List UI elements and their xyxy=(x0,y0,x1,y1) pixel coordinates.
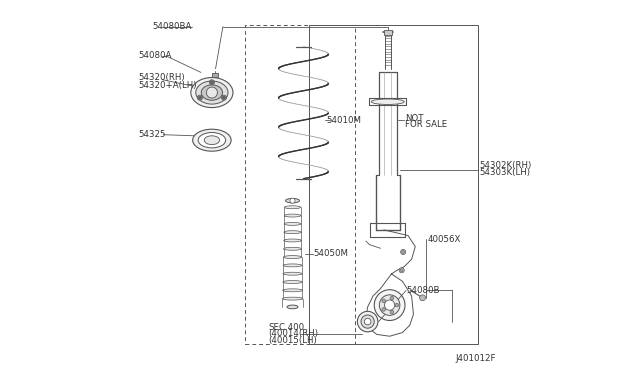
Ellipse shape xyxy=(284,214,301,217)
Circle shape xyxy=(380,295,400,315)
Text: 54320(RH): 54320(RH) xyxy=(139,73,185,83)
FancyBboxPatch shape xyxy=(384,30,392,35)
Circle shape xyxy=(399,268,404,273)
Ellipse shape xyxy=(201,85,223,100)
Circle shape xyxy=(374,290,405,321)
Ellipse shape xyxy=(282,297,303,300)
Ellipse shape xyxy=(196,81,228,104)
Ellipse shape xyxy=(283,264,302,267)
Ellipse shape xyxy=(371,99,404,105)
Text: 54080B: 54080B xyxy=(407,286,440,295)
Circle shape xyxy=(221,95,227,100)
Ellipse shape xyxy=(287,305,298,309)
Text: 40056X: 40056X xyxy=(428,235,461,244)
Ellipse shape xyxy=(284,222,301,225)
FancyBboxPatch shape xyxy=(212,73,218,77)
Ellipse shape xyxy=(285,198,300,203)
Ellipse shape xyxy=(284,239,301,242)
Circle shape xyxy=(207,87,218,98)
Text: 54325: 54325 xyxy=(139,130,166,139)
Text: 54303K(LH): 54303K(LH) xyxy=(479,168,531,177)
Circle shape xyxy=(197,95,202,100)
Ellipse shape xyxy=(284,206,301,209)
Text: 54302K(RH): 54302K(RH) xyxy=(479,161,532,170)
Bar xyxy=(245,25,355,344)
Text: 54080BA: 54080BA xyxy=(152,22,192,31)
Circle shape xyxy=(401,249,406,254)
Text: FOR SALE: FOR SALE xyxy=(405,120,447,129)
Circle shape xyxy=(382,299,385,302)
Circle shape xyxy=(402,250,404,253)
Circle shape xyxy=(382,308,385,311)
Circle shape xyxy=(420,295,426,301)
Ellipse shape xyxy=(283,289,303,292)
Ellipse shape xyxy=(191,77,233,108)
Ellipse shape xyxy=(284,256,301,259)
Ellipse shape xyxy=(283,280,302,283)
Text: NOT: NOT xyxy=(405,115,424,124)
Text: 54050M: 54050M xyxy=(314,249,348,258)
Bar xyxy=(309,25,477,344)
Circle shape xyxy=(361,315,374,328)
Circle shape xyxy=(390,310,394,314)
Circle shape xyxy=(198,96,202,99)
Ellipse shape xyxy=(193,129,231,151)
Circle shape xyxy=(390,296,394,300)
Circle shape xyxy=(400,269,403,272)
Circle shape xyxy=(290,198,295,203)
Text: SEC.400: SEC.400 xyxy=(269,323,305,331)
Text: 54080A: 54080A xyxy=(139,51,172,60)
Circle shape xyxy=(209,80,214,85)
Ellipse shape xyxy=(204,136,220,145)
Circle shape xyxy=(364,318,371,325)
Ellipse shape xyxy=(284,231,301,234)
Text: 54010M: 54010M xyxy=(326,116,361,125)
Ellipse shape xyxy=(283,272,302,275)
Circle shape xyxy=(211,81,213,84)
Text: (40014(RH): (40014(RH) xyxy=(269,329,319,338)
Circle shape xyxy=(395,303,399,307)
Circle shape xyxy=(385,300,395,310)
Text: 54320+A(LH): 54320+A(LH) xyxy=(139,81,197,90)
Ellipse shape xyxy=(284,247,301,250)
Circle shape xyxy=(357,311,378,332)
Circle shape xyxy=(223,96,225,99)
Text: J401012F: J401012F xyxy=(456,354,496,363)
Text: (40015(LH): (40015(LH) xyxy=(269,336,317,345)
Ellipse shape xyxy=(198,132,226,148)
